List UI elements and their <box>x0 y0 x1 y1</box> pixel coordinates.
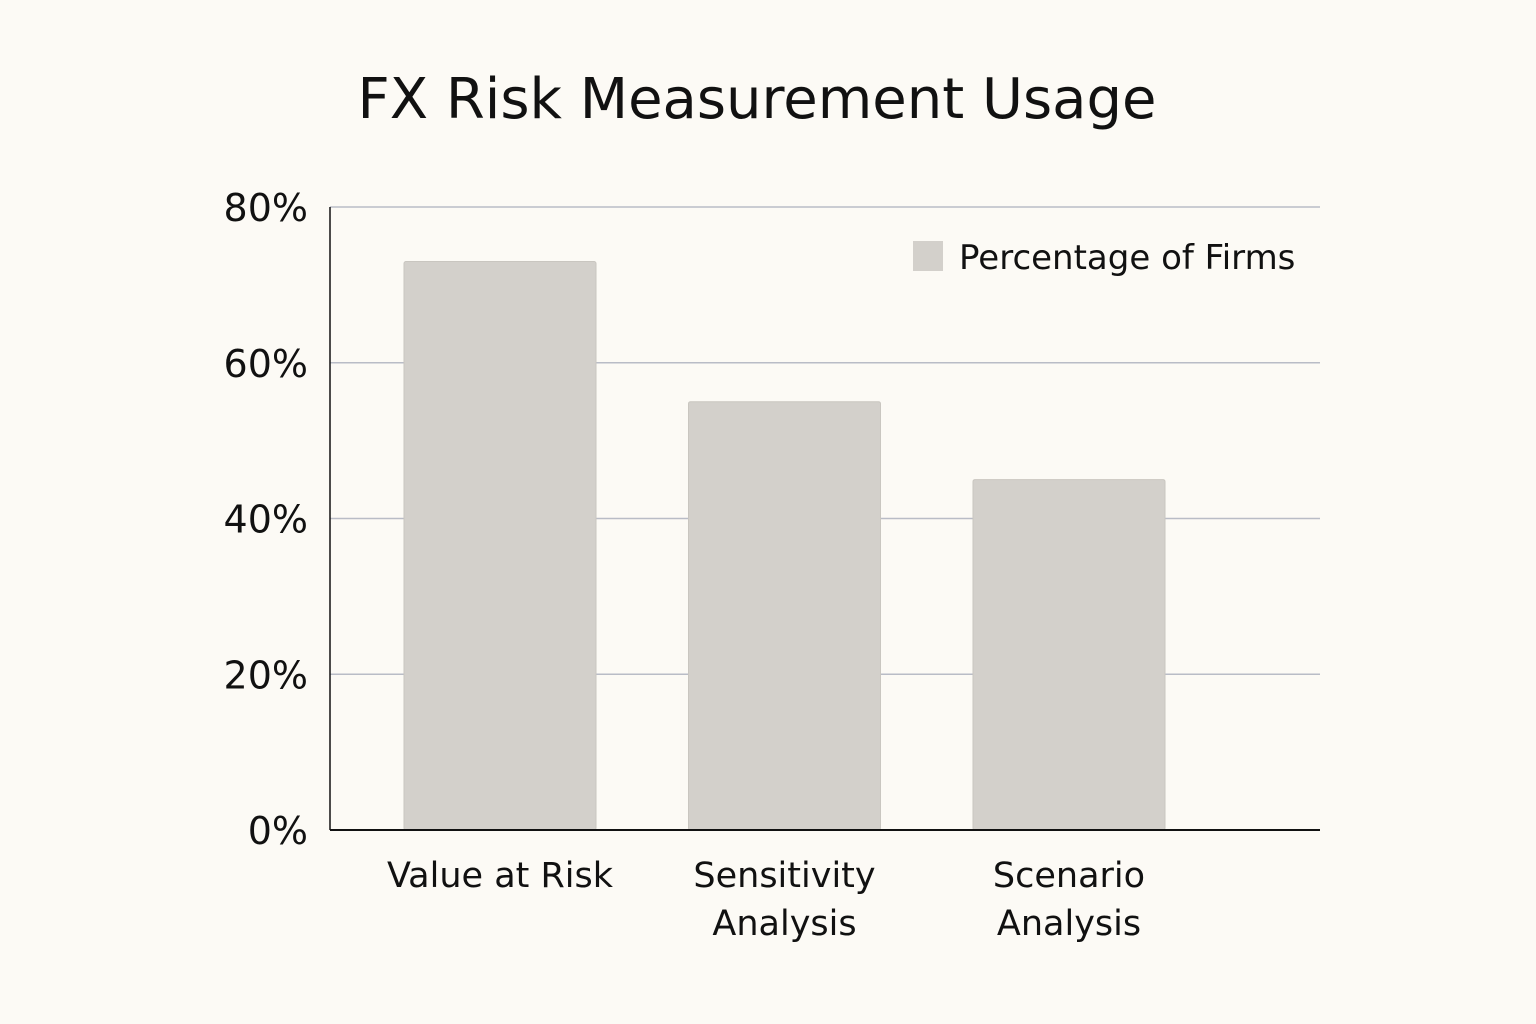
y-tick-label: 20% <box>224 653 308 697</box>
bar <box>972 479 1166 831</box>
y-tick-label: 0% <box>248 809 308 853</box>
y-tick-label: 40% <box>224 498 308 542</box>
x-category-label: Scenario <box>993 856 1145 896</box>
legend-swatch <box>913 241 943 271</box>
y-tick-label: 60% <box>224 342 308 386</box>
bar <box>403 261 597 831</box>
x-category-label: Sensitivity <box>693 856 875 896</box>
x-category-label: Value at Risk <box>387 856 614 896</box>
bar <box>688 401 881 831</box>
x-category-label: Analysis <box>712 904 856 944</box>
chart-title: FX Risk Measurement Usage <box>358 67 1157 132</box>
legend-label: Percentage of Firms <box>959 238 1295 278</box>
x-category-label: Analysis <box>997 904 1141 944</box>
y-tick-label: 80% <box>224 186 308 230</box>
